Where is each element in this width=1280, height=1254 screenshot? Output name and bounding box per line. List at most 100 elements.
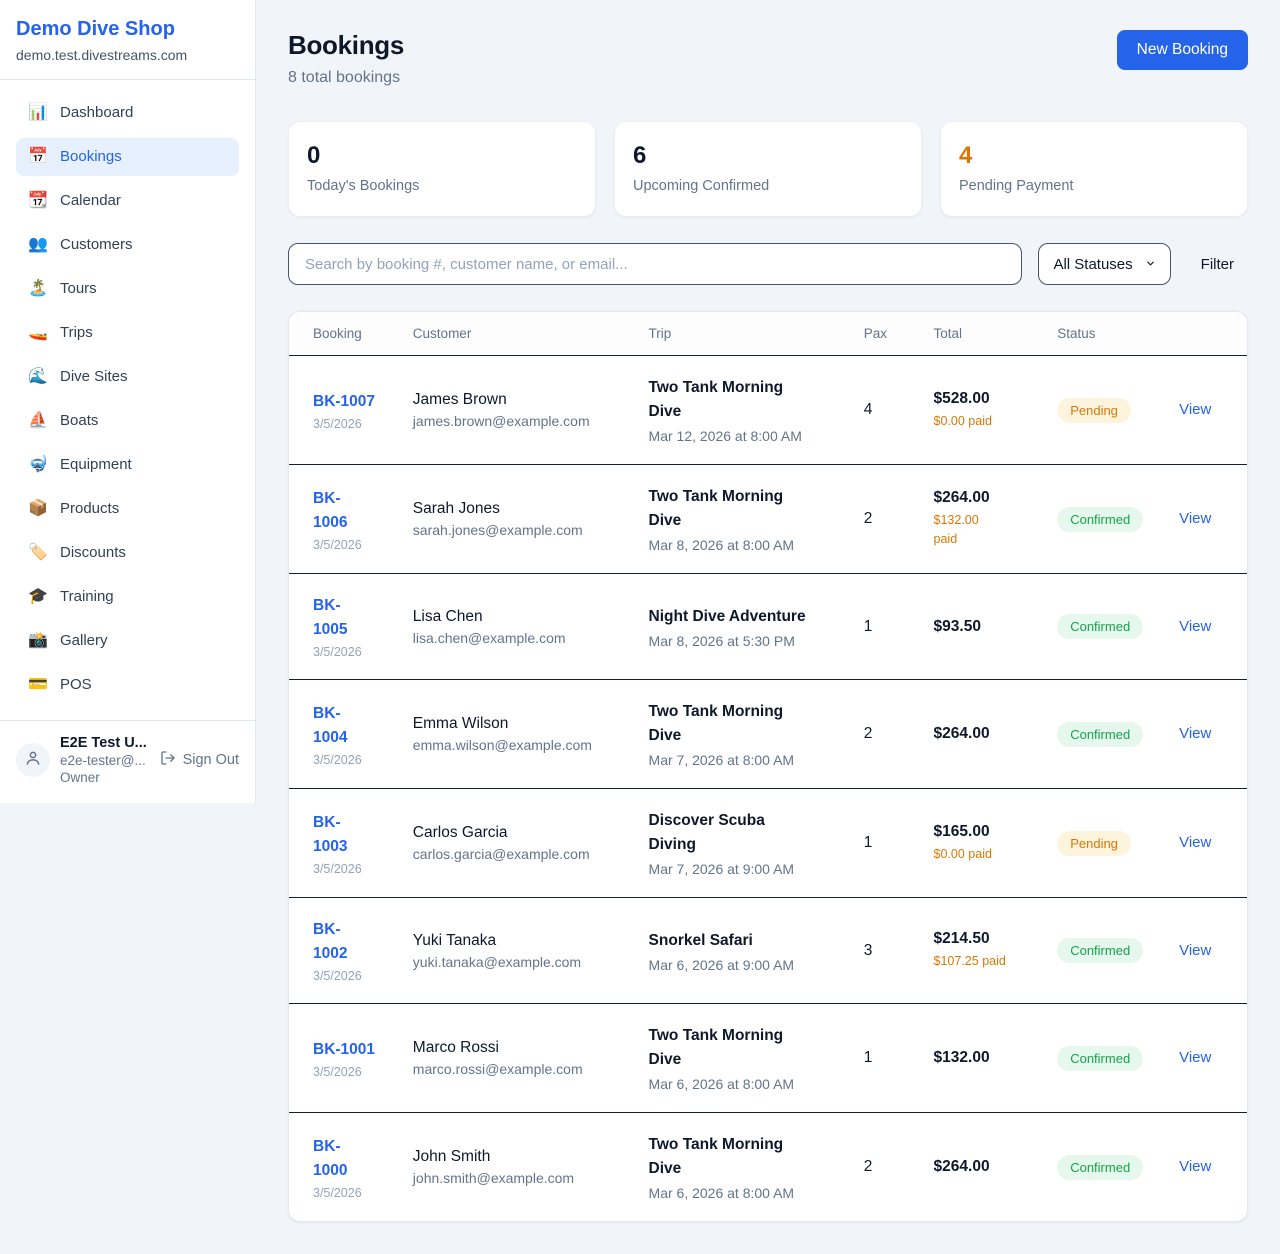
sidebar-item-bookings[interactable]: 📅 Bookings — [16, 138, 239, 176]
bookings-table-card: Booking Customer Trip Pax Total Status B… — [288, 311, 1248, 1223]
customer-name: Sarah Jones — [412, 500, 500, 518]
table-row: BK- 1005 3/5/2026 Lisa Chen lisa.chen@ex… — [289, 573, 1247, 680]
people-icon: 👥 — [28, 236, 48, 253]
sailboat-icon: ⛵ — [28, 412, 48, 429]
pax-count: 3 — [863, 941, 873, 959]
booking-date: 3/5/2026 — [313, 969, 362, 984]
sidebar-item-gallery[interactable]: 📸 Gallery — [16, 622, 239, 660]
customer-name: Lisa Chen — [412, 607, 483, 625]
sign-out-button[interactable]: Sign Out — [160, 750, 239, 770]
sidebar-item-trips[interactable]: 🚤 Trips — [16, 314, 239, 352]
booking-id-link[interactable]: BK- 1006 — [313, 489, 348, 531]
trip-name: Discover Scuba Diving — [648, 812, 765, 854]
column-header-booking: Booking — [289, 312, 401, 356]
island-icon: 🏝️ — [28, 280, 48, 297]
view-link[interactable]: View — [1179, 401, 1212, 419]
search-input[interactable] — [288, 243, 1023, 285]
nav-item-label: Tours — [60, 280, 97, 297]
sidebar-item-tours[interactable]: 🏝️ Tours — [16, 270, 239, 308]
total-amount: $165.00 — [933, 822, 990, 840]
filter-button[interactable]: Filter — [1187, 256, 1248, 273]
credit-card-icon: 💳 — [28, 676, 48, 693]
sign-out-label: Sign Out — [182, 752, 239, 768]
new-booking-button[interactable]: New Booking — [1116, 30, 1248, 70]
paid-amount: $132.00 paid — [933, 513, 979, 547]
booking-id-link[interactable]: BK- 1003 — [313, 813, 348, 855]
view-link[interactable]: View — [1179, 834, 1212, 852]
customer-email: yuki.tanaka@example.com — [412, 953, 582, 970]
customer-name: John Smith — [412, 1148, 491, 1166]
view-link[interactable]: View — [1179, 617, 1212, 635]
sidebar-item-training[interactable]: 🎓 Training — [16, 578, 239, 616]
booking-id-link[interactable]: BK- 1002 — [313, 921, 348, 963]
status-filter-select[interactable]: All Statuses — [1038, 243, 1171, 285]
shop-title: Demo Dive Shop — [16, 18, 175, 40]
trip-datetime: Mar 6, 2026 at 8:00 AM — [648, 1076, 795, 1093]
paid-amount: $107.25 paid — [933, 954, 1006, 969]
stat-card-pending-payment: 4 Pending Payment — [940, 121, 1248, 217]
trip-datetime: Mar 7, 2026 at 8:00 AM — [648, 752, 795, 769]
column-header-trip: Trip — [636, 312, 852, 356]
stat-label: Today's Bookings — [307, 178, 420, 194]
sidebar-item-pos[interactable]: 💳 POS — [16, 666, 239, 704]
sidebar-item-products[interactable]: 📦 Products — [16, 490, 239, 528]
total-amount: $214.50 — [933, 930, 990, 948]
booking-id-link[interactable]: BK- 1000 — [313, 1137, 348, 1179]
nav-item-label: Training — [60, 588, 114, 605]
nav-item-label: POS — [60, 676, 92, 693]
nav-item-label: Dive Sites — [60, 368, 128, 385]
sidebar-item-equipment[interactable]: 🤿 Equipment — [16, 446, 239, 484]
user-email: e2e-tester@... — [60, 753, 146, 768]
view-link[interactable]: View — [1179, 941, 1212, 959]
view-link[interactable]: View — [1179, 1049, 1212, 1067]
table-row: BK- 1006 3/5/2026 Sarah Jones sarah.jone… — [289, 464, 1247, 574]
sidebar-item-discounts[interactable]: 🏷️ Discounts — [16, 534, 239, 572]
customer-email: lisa.chen@example.com — [412, 629, 566, 646]
table-row: BK- 1004 3/5/2026 Emma Wilson emma.wilso… — [289, 679, 1247, 789]
nav-item-label: Trips — [60, 324, 93, 341]
sidebar-footer: E2E Test U... e2e-tester@... Owner Sign … — [0, 720, 255, 803]
column-header-customer: Customer — [400, 312, 637, 356]
nav-item-label: Dashboard — [60, 104, 134, 121]
booking-id-link[interactable]: BK- 1004 — [313, 704, 348, 746]
view-link[interactable]: View — [1179, 725, 1212, 743]
nav-item-label: Equipment — [60, 456, 132, 473]
booking-id-link[interactable]: BK-1007 — [313, 392, 376, 410]
bar-chart-icon: 📊 — [28, 104, 48, 121]
trip-datetime: Mar 6, 2026 at 9:00 AM — [648, 956, 795, 973]
page-subtitle: 8 total bookings — [288, 69, 401, 86]
column-header-status: Status — [1045, 312, 1168, 356]
column-header-total: Total — [921, 312, 1046, 356]
view-link[interactable]: View — [1179, 1158, 1212, 1176]
total-amount: $264.00 — [933, 1158, 990, 1176]
sidebar-item-boats[interactable]: ⛵ Boats — [16, 402, 239, 440]
total-amount: $528.00 — [933, 389, 990, 407]
booking-id-link[interactable]: BK-1001 — [313, 1040, 376, 1058]
customer-name: Yuki Tanaka — [412, 931, 497, 949]
status-badge: Confirmed — [1057, 1045, 1144, 1071]
page-header: Bookings 8 total bookings New Booking — [288, 30, 1248, 87]
view-link[interactable]: View — [1179, 510, 1212, 528]
trip-datetime: Mar 8, 2026 at 5:30 PM — [648, 632, 795, 649]
table-row: BK-1007 3/5/2026 James Brown james.brown… — [289, 356, 1247, 465]
nav-item-label: Gallery — [60, 632, 108, 649]
nav-item-label: Products — [60, 500, 120, 517]
status-badge: Pending — [1057, 397, 1131, 423]
stat-card-upcoming-confirmed: 6 Upcoming Confirmed — [614, 121, 922, 217]
nav-item-label: Customers — [60, 236, 133, 253]
stat-value: 4 — [959, 142, 973, 169]
customer-name: James Brown — [412, 391, 507, 409]
booking-id-link[interactable]: BK- 1005 — [313, 597, 348, 639]
stat-value: 0 — [307, 142, 321, 169]
trip-name: Two Tank Morning Dive — [648, 1136, 784, 1178]
sidebar-item-calendar[interactable]: 📆 Calendar — [16, 182, 239, 220]
sidebar-item-dashboard[interactable]: 📊 Dashboard — [16, 94, 239, 132]
stat-label: Pending Payment — [959, 178, 1074, 194]
nav-item-label: Calendar — [60, 192, 121, 209]
trip-datetime: Mar 7, 2026 at 9:00 AM — [648, 861, 795, 878]
sidebar-item-dive-sites[interactable]: 🌊 Dive Sites — [16, 358, 239, 396]
sidebar-item-customers[interactable]: 👥 Customers — [16, 226, 239, 264]
table-row: BK- 1003 3/5/2026 Carlos Garcia carlos.g… — [289, 788, 1247, 898]
table-row: BK-1001 3/5/2026 Marco Rossi marco.rossi… — [289, 1003, 1247, 1113]
